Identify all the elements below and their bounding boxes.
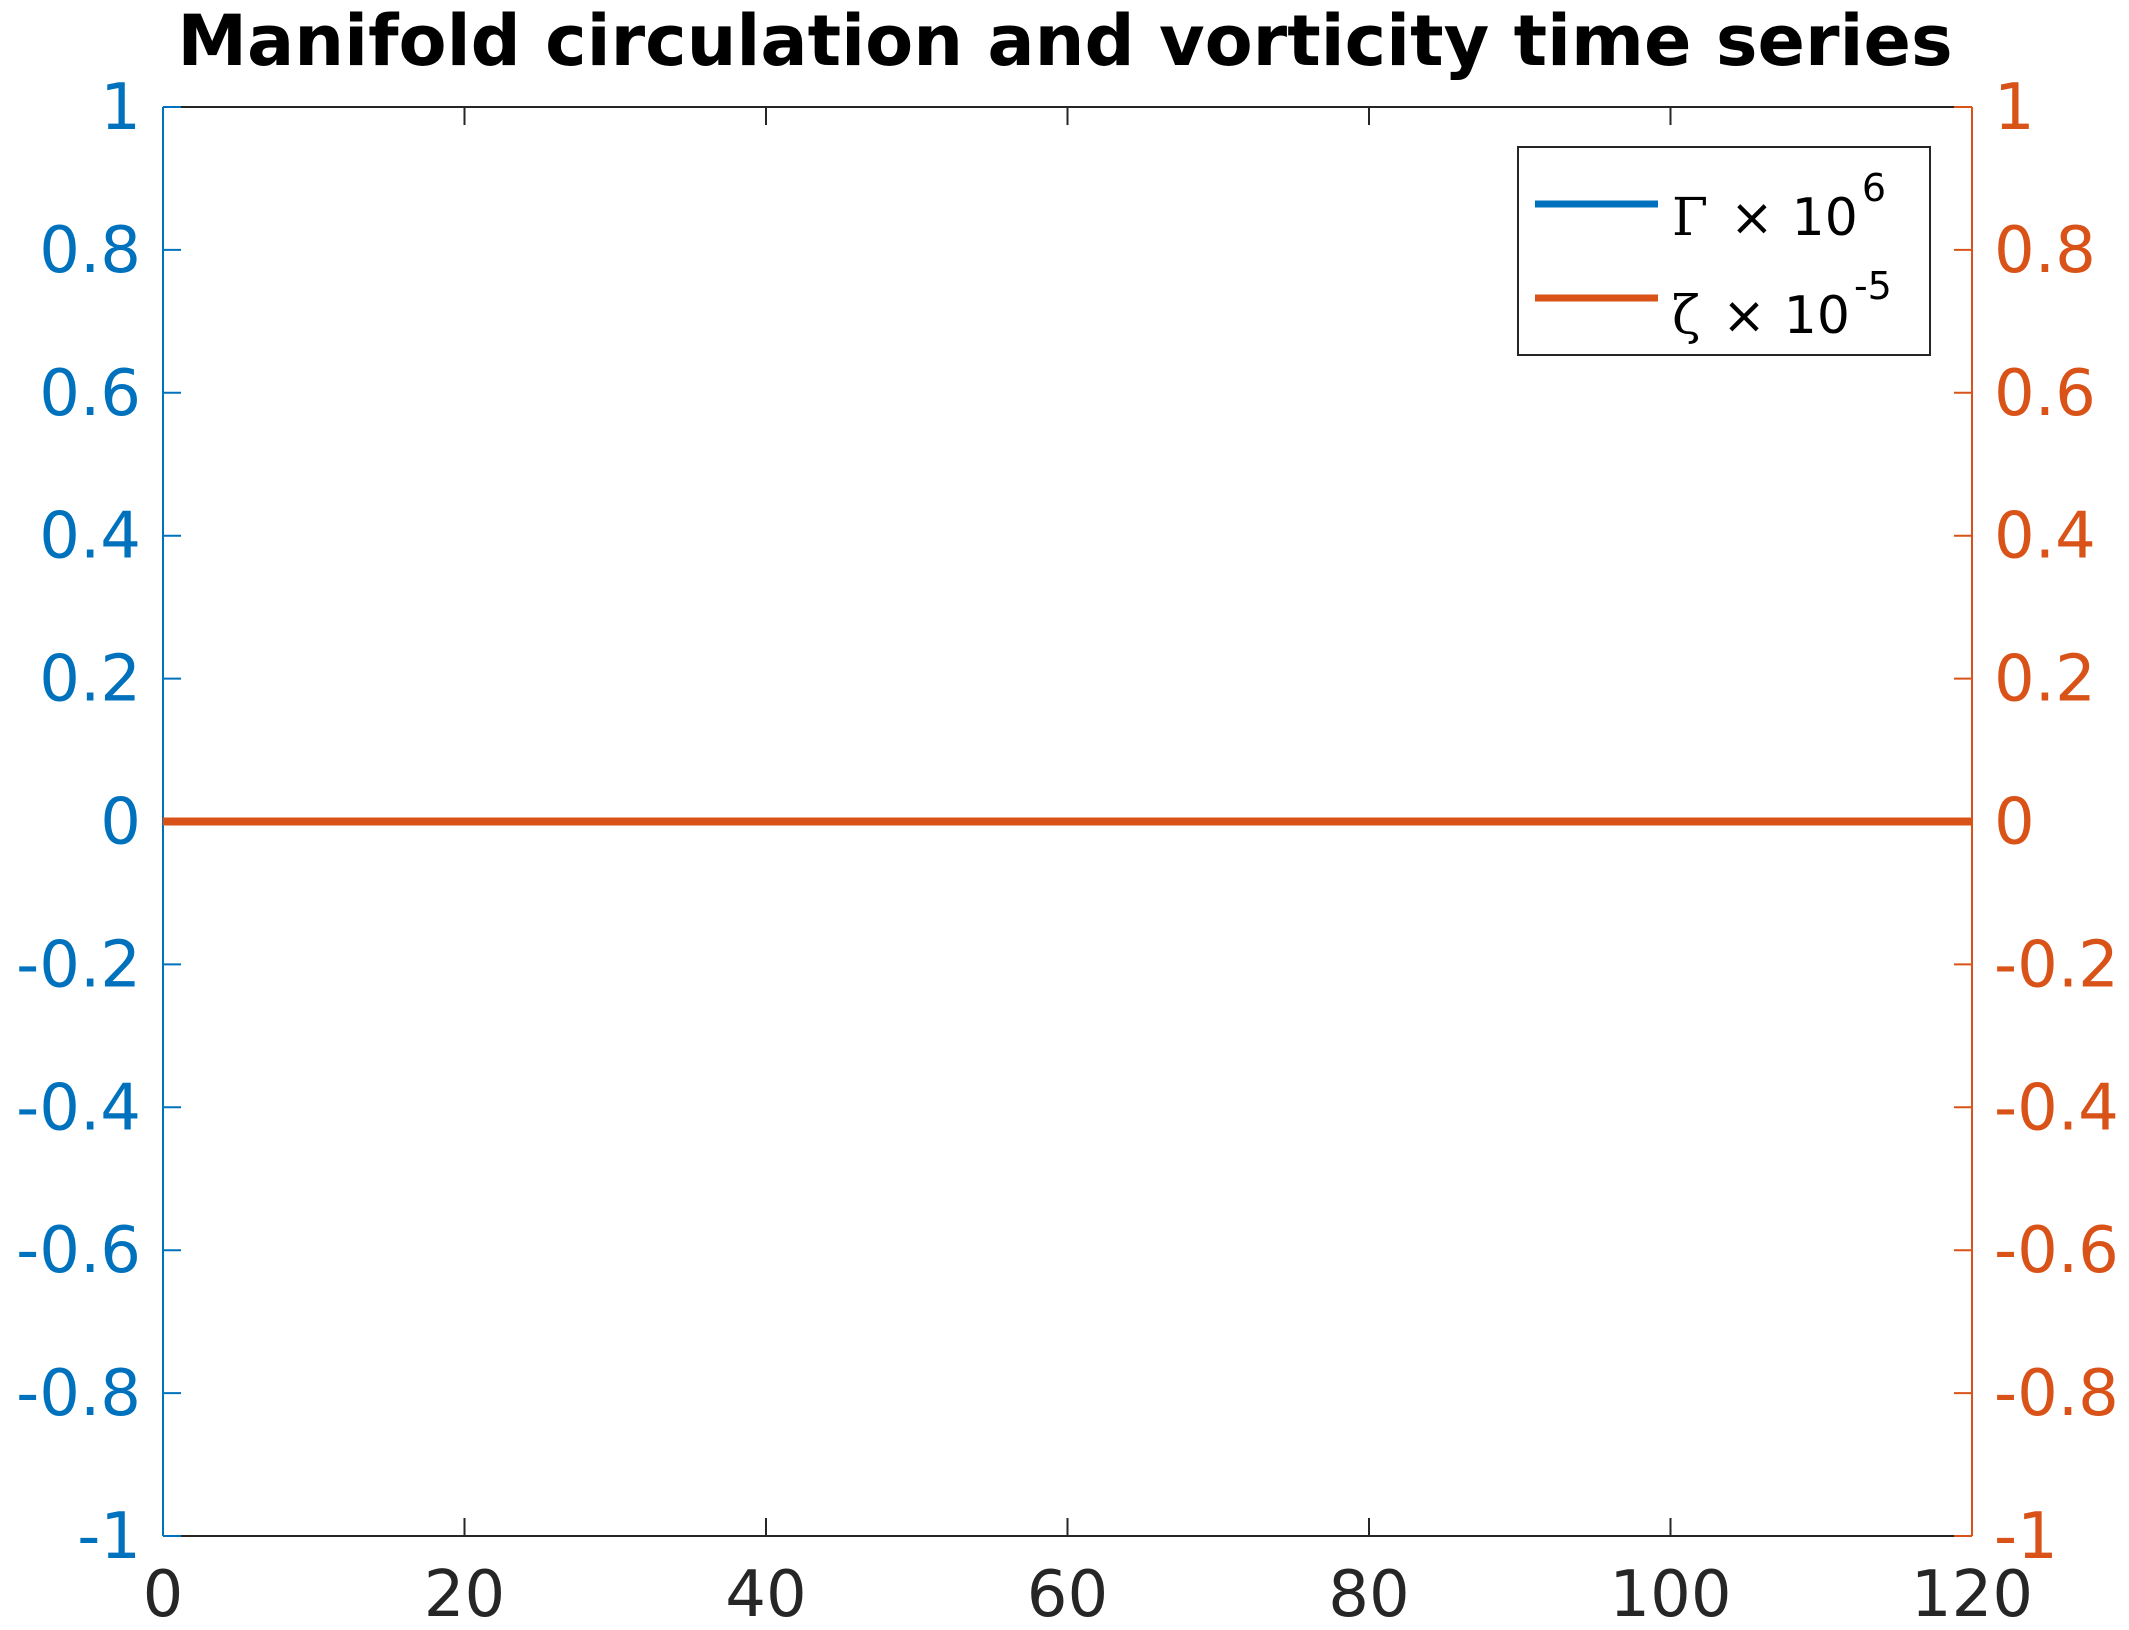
y-right-tick-label: 0.2: [1994, 643, 2096, 717]
legend: Γ × 10 6 ζ × 10 -5: [1517, 146, 1931, 356]
x-tick-label: 120: [1911, 1558, 2033, 1630]
x-tick-label: 100: [1609, 1558, 1731, 1630]
y-left-axis: -1 -0.8 -0.6 -0.4 -0.2 0 0.2 0.4 0.6 0.8 1: [16, 71, 181, 1574]
y-left-tick-label: -0.6: [16, 1214, 141, 1288]
y-right-tick-label: 0: [1994, 786, 2035, 860]
x-tick-label: 0: [143, 1558, 184, 1630]
x-tick-label: 80: [1328, 1558, 1409, 1630]
y-right-tick-label: -0.6: [1994, 1214, 2119, 1288]
legend-label-gamma: Γ × 10 6: [1672, 166, 1886, 248]
chart-title: Manifold circulation and vorticity time …: [177, 0, 1952, 82]
y-left-tick-label: 0.8: [39, 214, 141, 288]
y-right-tick-label: -0.8: [1994, 1357, 2119, 1431]
y-right-tick-label: 0.8: [1994, 214, 2096, 288]
y-left-tick-label: -0.4: [16, 1071, 141, 1145]
y-right-axis: -1 -0.8 -0.6 -0.4 -0.2 0 0.2 0.4 0.6 0.8 1: [1954, 71, 2119, 1574]
y-left-tick-label: -0.8: [16, 1357, 141, 1431]
y-left-tick-label: 0.4: [39, 500, 141, 574]
y-left-tick-label: 0.2: [39, 643, 141, 717]
y-left-tick-label: 1: [100, 71, 141, 145]
y-right-tick-label: -0.4: [1994, 1071, 2119, 1145]
y-left-tick-label: 0.6: [39, 357, 141, 431]
y-right-tick-label: -0.2: [1994, 928, 2119, 1002]
y-right-tick-label: -1: [1994, 1500, 2058, 1574]
y-right-tick-label: 0.6: [1994, 357, 2096, 431]
y-left-tick-label: -0.2: [16, 928, 141, 1002]
y-right-tick-label: 0.4: [1994, 500, 2096, 574]
x-tick-label: 40: [725, 1558, 806, 1630]
legend-box: [1517, 146, 1931, 356]
y-left-tick-label: -1: [77, 1500, 141, 1574]
x-axis: 0 20 40 60 80 100 120: [143, 106, 2033, 1630]
y-right-tick-label: 1: [1994, 71, 2035, 145]
y-left-tick-label: 0: [100, 786, 141, 860]
legend-label-zeta: ζ × 10 -5: [1672, 264, 1892, 346]
x-tick-label: 60: [1027, 1558, 1108, 1630]
x-tick-label: 20: [424, 1558, 505, 1630]
